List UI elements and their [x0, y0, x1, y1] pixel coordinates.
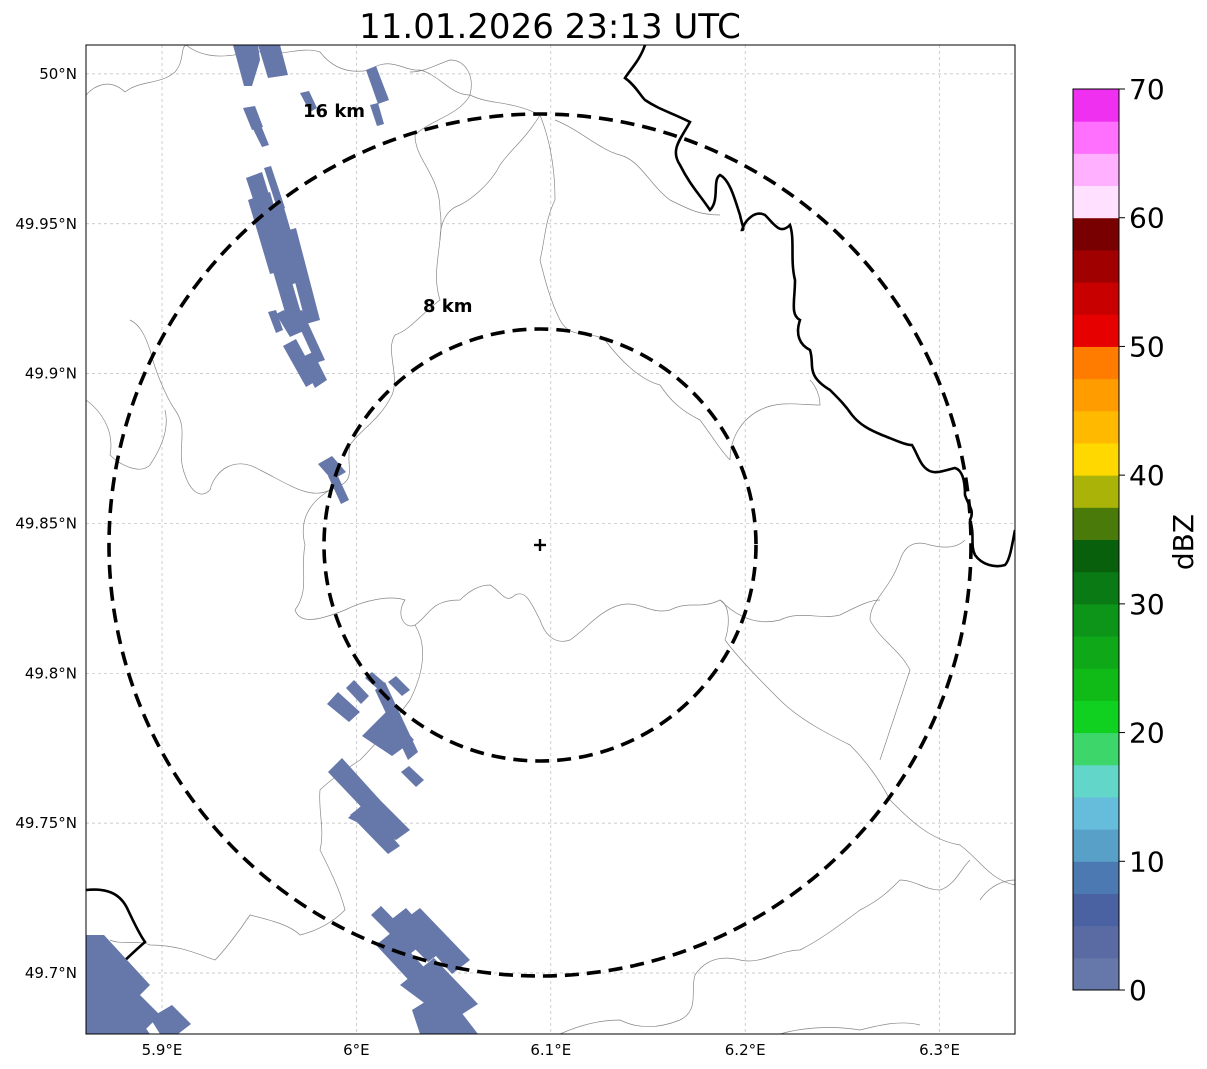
colorbar-tick-label: 50 [1129, 330, 1165, 363]
latitude-tick-labels: 50°N 49.95°N 49.9°N 49.85°N 49.8°N 49.75°N 49.… [15, 65, 77, 982]
colorbar-segment [1073, 217, 1119, 251]
colorbar-segment [1073, 829, 1119, 862]
range-ring-16km-label: 16 km [303, 101, 365, 122]
colorbar-segment [1073, 185, 1119, 219]
colorbar-segment [1073, 314, 1119, 347]
colorbar-segment [1073, 732, 1119, 766]
colorbar-tick-label: 0 [1129, 974, 1147, 1007]
colorbar-frame [1072, 88, 1120, 991]
colorbar-tick-label: 30 [1129, 588, 1165, 621]
colorbar-segment [1073, 636, 1119, 669]
lat-tick-label: 49.9°N [25, 365, 77, 383]
colorbar-segment [1073, 378, 1119, 412]
colorbar-tick-label: 10 [1129, 845, 1165, 878]
map-title: 11.01.2026 23:13 UTC [359, 7, 741, 47]
colorbar-segment [1073, 764, 1119, 798]
colorbar-segment [1073, 410, 1119, 444]
range-ring-8km [322, 327, 758, 763]
colorbar-tick-label: 70 [1129, 73, 1165, 106]
colorbar-label: dBZ [1167, 514, 1200, 570]
colorbar-segment [1073, 249, 1119, 283]
dbz-colorbar: 0 10 20 30 40 50 60 70 [1072, 73, 1165, 1007]
colorbar-segment [1073, 539, 1119, 573]
longitude-tick-labels: 5.9°E 6°E 6.1°E 6.2°E 6.3°E [142, 1041, 960, 1059]
lon-tick-label: 6.1°E [530, 1041, 571, 1059]
lon-tick-label: 6.3°E [919, 1041, 960, 1059]
colorbar-segment [1073, 89, 1119, 122]
radar-echoes [86, 45, 478, 1034]
colorbar-segment [1073, 282, 1119, 315]
colorbar-segment [1073, 893, 1119, 927]
colorbar-tick-label: 40 [1129, 459, 1165, 492]
colorbar-tick-label: 60 [1129, 202, 1165, 235]
colorbar-segment [1073, 475, 1119, 508]
lon-tick-label: 5.9°E [142, 1041, 183, 1059]
lat-tick-label: 49.85°N [15, 514, 77, 532]
colorbar-segment [1073, 796, 1119, 830]
colorbar-segment [1073, 700, 1119, 734]
map-area[interactable]: 16 km 8 km [86, 45, 1015, 1034]
radar-site-marker [534, 539, 546, 551]
colorbar-segment [1073, 346, 1119, 380]
colorbar-segment [1073, 957, 1119, 991]
lon-tick-label: 6.2°E [725, 1041, 766, 1059]
map-frame [85, 44, 1016, 1035]
colorbar-segment [1073, 121, 1119, 154]
range-rings [107, 112, 973, 978]
lat-tick-label: 49.7°N [25, 964, 77, 982]
colorbar-segment [1073, 861, 1119, 894]
colorbar-tick-label: 20 [1129, 717, 1165, 750]
lon-tick-label: 6°E [343, 1041, 370, 1059]
range-ring-8km-label: 8 km [423, 296, 473, 317]
colorbar-segment [1073, 153, 1119, 187]
colorbar-segment [1073, 668, 1119, 701]
lat-tick-label: 49.8°N [25, 664, 77, 682]
lat-tick-label: 49.95°N [15, 215, 77, 233]
range-ring-16km [107, 112, 973, 978]
colorbar-segment [1073, 603, 1119, 637]
colorbar-segment [1073, 925, 1119, 959]
lat-tick-label: 50°N [39, 65, 77, 83]
colorbar-segment [1073, 507, 1119, 540]
colorbar-segment [1073, 571, 1119, 605]
lat-tick-label: 49.75°N [15, 814, 77, 832]
colorbar-segment [1073, 442, 1119, 476]
